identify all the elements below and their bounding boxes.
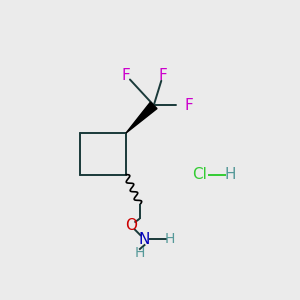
Text: H: H (165, 232, 175, 246)
Text: F: F (184, 98, 193, 113)
Text: N: N (139, 232, 150, 247)
Polygon shape (126, 102, 157, 133)
Text: O: O (125, 218, 137, 233)
Text: F: F (159, 68, 167, 83)
Text: F: F (122, 68, 130, 83)
Text: Cl: Cl (193, 167, 207, 182)
Text: H: H (135, 246, 145, 260)
Text: H: H (224, 167, 236, 182)
